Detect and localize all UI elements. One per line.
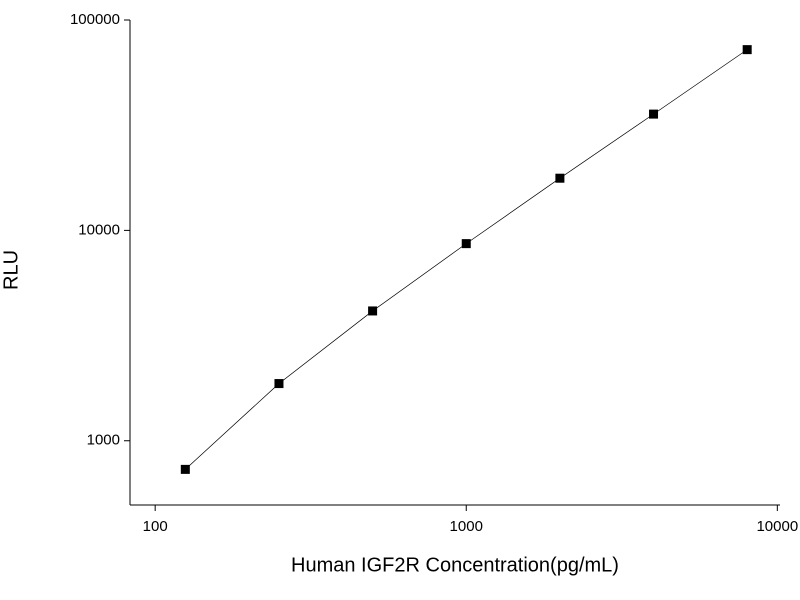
data-point [649, 109, 659, 119]
y-tick-label: 1000 [87, 432, 120, 449]
series-line [185, 49, 748, 470]
data-point [180, 464, 190, 474]
x-tick-label: 1000 [450, 518, 483, 535]
data-point [368, 306, 378, 316]
y-axis-title: RLU [0, 250, 22, 290]
data-point [742, 45, 752, 55]
y-tick-label: 10000 [78, 221, 120, 238]
y-tick-label: 100000 [70, 11, 120, 28]
x-axis-title: Human IGF2R Concentration(pg/mL) [291, 554, 619, 576]
x-tick-label: 100 [143, 518, 168, 535]
x-tick-label: 10000 [756, 518, 798, 535]
data-point [555, 173, 565, 183]
data-point [274, 379, 284, 389]
data-point [461, 239, 471, 249]
